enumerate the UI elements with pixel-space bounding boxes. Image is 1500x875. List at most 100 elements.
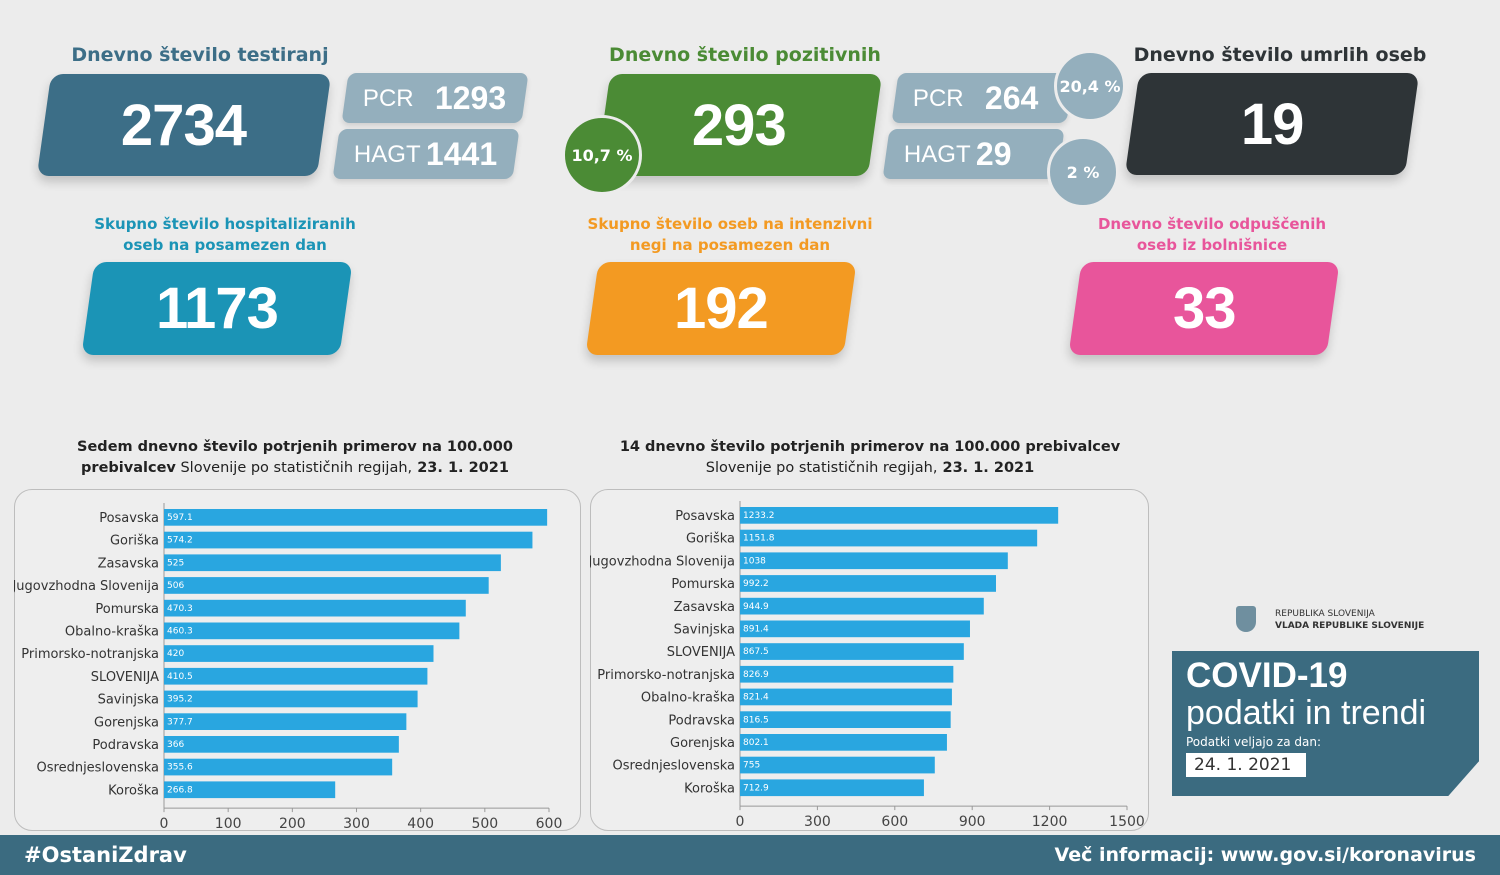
bar: [164, 599, 466, 617]
pcr-value: 1293: [435, 79, 507, 116]
discharged-title: Dnevno število odpuščenih oseb iz bolnišn…: [1052, 214, 1372, 256]
bar: [164, 690, 418, 708]
bar-value-label: 366: [167, 740, 184, 750]
pcr-share-badge: 20,4 %: [1054, 50, 1126, 122]
hospitalized-title: Skupno število hospitaliziranih oseb na p…: [65, 214, 385, 256]
category-label: Podravska: [668, 713, 735, 728]
category-label: Podravska: [92, 738, 159, 753]
positive-title: Dnevno število pozitivnih: [609, 44, 881, 66]
bar: [740, 552, 1008, 570]
x-tick-label: 200: [279, 816, 306, 831]
tests-title: Dnevno število testiranj: [71, 44, 329, 66]
hagt-label: HAGT: [354, 140, 421, 167]
tests-hagt-card: HAGT 1441: [332, 129, 520, 179]
chart2-title-line1: 14 dnevno število potrjenih primerov na …: [619, 439, 1121, 455]
chart1-title-normal: Slovenije po statističnih regijah,: [175, 460, 413, 476]
bar-value-label: 891.4: [743, 625, 769, 635]
category-label: Zasavska: [674, 600, 735, 615]
hagt-value: 29: [976, 135, 1012, 172]
valid-date-label: Podatki veljajo za dan:: [1186, 735, 1322, 749]
bar: [164, 667, 428, 685]
tests-total-card: 2734: [36, 74, 332, 176]
x-tick-label: 400: [407, 816, 434, 831]
chart1-title: Sedem dnevno število potrjenih primerov …: [40, 437, 550, 479]
footer-more-info-link[interactable]: Več informacij: www.gov.si/koronavirus: [1054, 844, 1476, 866]
bar-value-label: 944.9: [743, 602, 769, 612]
category-label: Goriška: [686, 532, 735, 547]
bar: [740, 597, 984, 615]
category-label: Pomurska: [95, 602, 159, 617]
x-tick-label: 500: [471, 816, 498, 831]
category-label: Posavska: [99, 511, 159, 526]
hospitalized-total: 1173: [156, 276, 278, 341]
category-label: Gorenjska: [94, 715, 159, 730]
icu-title-line2: negi na posamezen dan: [629, 236, 831, 254]
discharged-title-line2: oseb iz bolnišnice: [1136, 236, 1288, 254]
category-label: Savinjska: [674, 623, 735, 638]
category-label: Osrednjeslovenska: [613, 759, 735, 774]
bar-value-label: 802.1: [743, 738, 769, 748]
gov-line1: REPUBLIKA SLOVENIJA: [1275, 609, 1375, 619]
discharged-title-line1: Dnevno število odpuščenih: [1097, 215, 1327, 233]
x-tick-label: 0: [736, 814, 745, 830]
bar-value-label: 597.1: [167, 513, 193, 523]
discharged-total-card: 33: [1068, 262, 1340, 355]
bar: [164, 509, 548, 526]
x-tick-label: 600: [536, 816, 563, 831]
icu-total-card: 192: [585, 262, 857, 355]
x-tick-label: 600: [881, 814, 908, 830]
category-label: Obalno-kraška: [641, 691, 735, 706]
x-tick-label: 300: [804, 814, 831, 830]
bar-value-label: 821.4: [743, 693, 769, 703]
government-logo-text: REPUBLIKA SLOVENIJA VLADA REPUBLIKE SLOV…: [1275, 608, 1424, 632]
x-tick-label: 1200: [1032, 814, 1068, 830]
positive-total: 293: [692, 92, 786, 158]
bar-value-label: 816.5: [743, 715, 769, 725]
slovenia-coat-of-arms-icon: [1236, 606, 1256, 632]
bar: [164, 758, 393, 776]
bar-value-label: 460.3: [167, 627, 193, 637]
covid-branding-box: COVID-19 podatki in trendi Podatki velja…: [1172, 651, 1479, 796]
bar: [164, 622, 460, 640]
deaths-total-card: 19: [1124, 73, 1420, 175]
category-label: Koroška: [108, 783, 159, 798]
bar: [164, 713, 407, 730]
chart1-title-bold: prebivalcev: [81, 460, 176, 476]
headline-covid: COVID-19: [1186, 656, 1348, 695]
bar: [164, 577, 489, 594]
bar: [164, 736, 399, 753]
hagt-share-badge: 2 %: [1047, 136, 1119, 208]
bar-value-label: 470.3: [167, 604, 193, 614]
pcr-value: 264: [985, 79, 1039, 116]
bar-value-label: 355.6: [167, 763, 193, 773]
category-label: Goriška: [110, 534, 159, 549]
category-label: Pomurska: [671, 577, 735, 592]
chart1-seven-day-bar-chart: 0 100 200 300 400 500 600 597.1 Posavska 574.2 Gor…: [14, 503, 563, 831]
tests-total: 2734: [121, 92, 247, 158]
icu-total: 192: [674, 276, 768, 341]
x-tick-label: 0: [160, 816, 169, 831]
icu-title: Skupno število oseb na intenzivni negi na…: [570, 214, 890, 256]
positive-hagt-card: HAGT 29: [882, 129, 1065, 179]
bar: [740, 756, 935, 774]
valid-date-value: 24. 1. 2021: [1186, 753, 1306, 777]
bar: [740, 734, 947, 751]
bar-value-label: 1151.8: [743, 534, 775, 544]
bar: [740, 779, 924, 797]
category-label: SLOVENIJA: [667, 645, 735, 660]
category-label: Zasavska: [98, 556, 159, 571]
category-label: Primorsko-notranjska: [597, 668, 735, 683]
bar-value-label: 712.9: [743, 783, 769, 793]
bar-value-label: 410.5: [167, 672, 193, 682]
hagt-value: 1441: [426, 135, 498, 172]
bar: [740, 665, 954, 683]
bar: [740, 620, 970, 638]
hospitalized-title-line2: oseb na posamezen dan: [123, 236, 327, 254]
bar: [164, 554, 501, 572]
chart2-title: 14 dnevno število potrjenih primerov na …: [610, 437, 1130, 479]
bar-value-label: 377.7: [167, 717, 193, 727]
bar-value-label: 867.5: [743, 647, 769, 657]
category-label: Osrednjeslovenska: [37, 761, 159, 776]
deaths-total: 19: [1240, 91, 1304, 157]
chart1-title-date: 23. 1. 2021: [412, 460, 509, 476]
